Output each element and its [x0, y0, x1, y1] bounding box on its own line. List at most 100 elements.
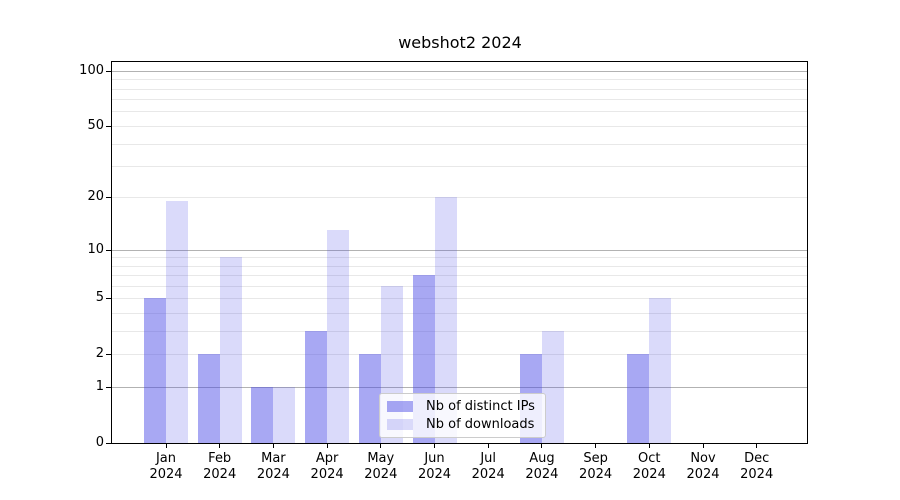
legend-label-downloads: Nb of downloads	[426, 416, 535, 432]
y-tick-label: 50	[87, 117, 104, 133]
bar-jan-nb-of-distinct-ips	[144, 298, 166, 443]
x-tick-label-line: 2024	[740, 467, 774, 482]
x-tick-mark	[165, 443, 167, 448]
x-tick-label: Jan 2024	[135, 451, 197, 483]
x-tick-label: Apr 2024	[296, 451, 358, 483]
y-tick-mark	[106, 443, 112, 444]
gridline-minor	[112, 354, 807, 356]
x-tick-label-line: Oct	[638, 451, 661, 466]
gridline-minor	[112, 275, 807, 277]
gridline-minor	[112, 143, 807, 145]
bar-may-nb-of-distinct-ips	[358, 354, 381, 443]
bar-mar-nb-of-downloads	[273, 387, 296, 443]
gridline-minor	[112, 197, 807, 199]
y-tick-mark	[106, 298, 112, 300]
x-tick-mark	[272, 443, 274, 448]
x-tick-label: Feb 2024	[189, 451, 251, 483]
x-tick-mark	[487, 443, 489, 448]
gridline-minor	[112, 79, 807, 81]
x-tick-label-line: Nov	[690, 451, 716, 466]
x-tick-label-line: 2024	[256, 467, 290, 482]
gridline-minor	[112, 298, 807, 300]
y-tick-label: 10	[87, 241, 104, 257]
x-tick-label-line: Apr	[315, 451, 339, 466]
x-tick-label-line: Jul	[480, 451, 497, 466]
chart-title: webshot2 2024	[398, 33, 522, 52]
x-tick-label-line: 2024	[579, 467, 613, 482]
y-tick-mark	[106, 387, 112, 389]
bar-feb-nb-of-distinct-ips	[197, 354, 220, 443]
legend: Nb of distinct IPs Nb of downloads	[379, 393, 546, 438]
x-tick-label-line: 2024	[364, 467, 398, 482]
x-tick-mark	[380, 443, 382, 448]
bar-oct-nb-of-distinct-ips	[627, 354, 650, 443]
gridline-minor	[112, 166, 807, 168]
x-tick-label-line: Mar	[261, 451, 286, 466]
gridline-minor	[112, 313, 807, 315]
bar-apr-nb-of-downloads	[327, 230, 350, 443]
x-tick-label-line: 2024	[686, 467, 720, 482]
y-tick-label: 100	[79, 62, 104, 78]
x-tick-mark	[541, 443, 543, 448]
y-tick-label: 5	[95, 290, 104, 306]
x-tick-label: Jun 2024	[404, 451, 466, 483]
gridline-minor	[112, 125, 807, 127]
x-tick-label: Nov 2024	[672, 451, 734, 483]
gridline-major	[112, 387, 807, 389]
gridline-minor	[112, 257, 807, 259]
bar-oct-nb-of-downloads	[649, 298, 672, 443]
gridline-minor	[112, 265, 807, 267]
bar-mar-nb-of-distinct-ips	[251, 387, 274, 443]
bar-jun-nb-of-downloads	[434, 197, 457, 443]
y-tick-label: 1	[95, 379, 104, 395]
x-tick-label-line: Aug	[529, 451, 555, 466]
x-tick-label-line: 2024	[632, 467, 666, 482]
x-tick-label-line: May	[367, 451, 395, 466]
y-tick-mark	[106, 70, 112, 72]
gridline-major	[112, 249, 807, 251]
x-tick-label-line: 2024	[310, 467, 344, 482]
x-tick-label-line: 2024	[149, 467, 183, 482]
x-tick-label-line: Jan	[155, 451, 177, 466]
x-tick-label-line: Jun	[424, 451, 445, 466]
x-tick-mark	[702, 443, 704, 448]
legend-item-downloads: Nb of downloads	[387, 417, 539, 432]
gridline-minor	[112, 286, 807, 288]
plot-area: Nb of distinct IPs Nb of downloads 0 1 2 5 1…	[79, 61, 808, 482]
x-tick-label-line: 2024	[417, 467, 452, 482]
bar-feb-nb-of-downloads	[219, 257, 242, 443]
x-tick-label-line: Sep	[583, 451, 608, 466]
x-tick-label: May 2024	[350, 451, 412, 483]
legend-swatch-distinct-ips	[387, 401, 413, 413]
x-tick-mark	[326, 443, 328, 448]
x-tick-label: Mar 2024	[242, 451, 304, 483]
x-tick-mark	[595, 443, 597, 448]
bar-jan-nb-of-downloads	[166, 201, 188, 443]
x-tick-label-line: Dec	[744, 451, 770, 466]
y-tick-label: 0	[95, 435, 104, 450]
x-tick-label-line: 2024	[203, 467, 237, 482]
gridline-minor	[112, 111, 807, 113]
legend-label-distinct-ips: Nb of distinct IPs	[426, 399, 535, 415]
legend-item-distinct-ips: Nb of distinct IPs	[387, 399, 539, 414]
gridline-minor	[112, 331, 807, 333]
x-tick-mark	[756, 443, 758, 448]
y-tick-mark	[106, 249, 112, 251]
x-tick-label: Oct 2024	[618, 451, 680, 483]
x-tick-label-line: Feb	[208, 451, 232, 466]
gridline-minor	[112, 88, 807, 90]
x-tick-label: Sep 2024	[565, 451, 627, 483]
gridline-minor	[112, 99, 807, 101]
x-tick-label: Jul 2024	[457, 451, 519, 483]
y-tick-mark	[106, 354, 112, 356]
y-tick-label: 2	[95, 346, 104, 362]
y-tick-mark	[106, 125, 112, 127]
y-tick-label: 20	[87, 189, 104, 205]
bar-apr-nb-of-distinct-ips	[305, 331, 328, 443]
x-tick-label-line: 2024	[471, 467, 505, 482]
legend-swatch-downloads	[387, 418, 413, 430]
x-tick-mark	[434, 443, 435, 448]
y-tick-mark	[106, 197, 112, 199]
x-tick-label-line: 2024	[525, 467, 559, 482]
